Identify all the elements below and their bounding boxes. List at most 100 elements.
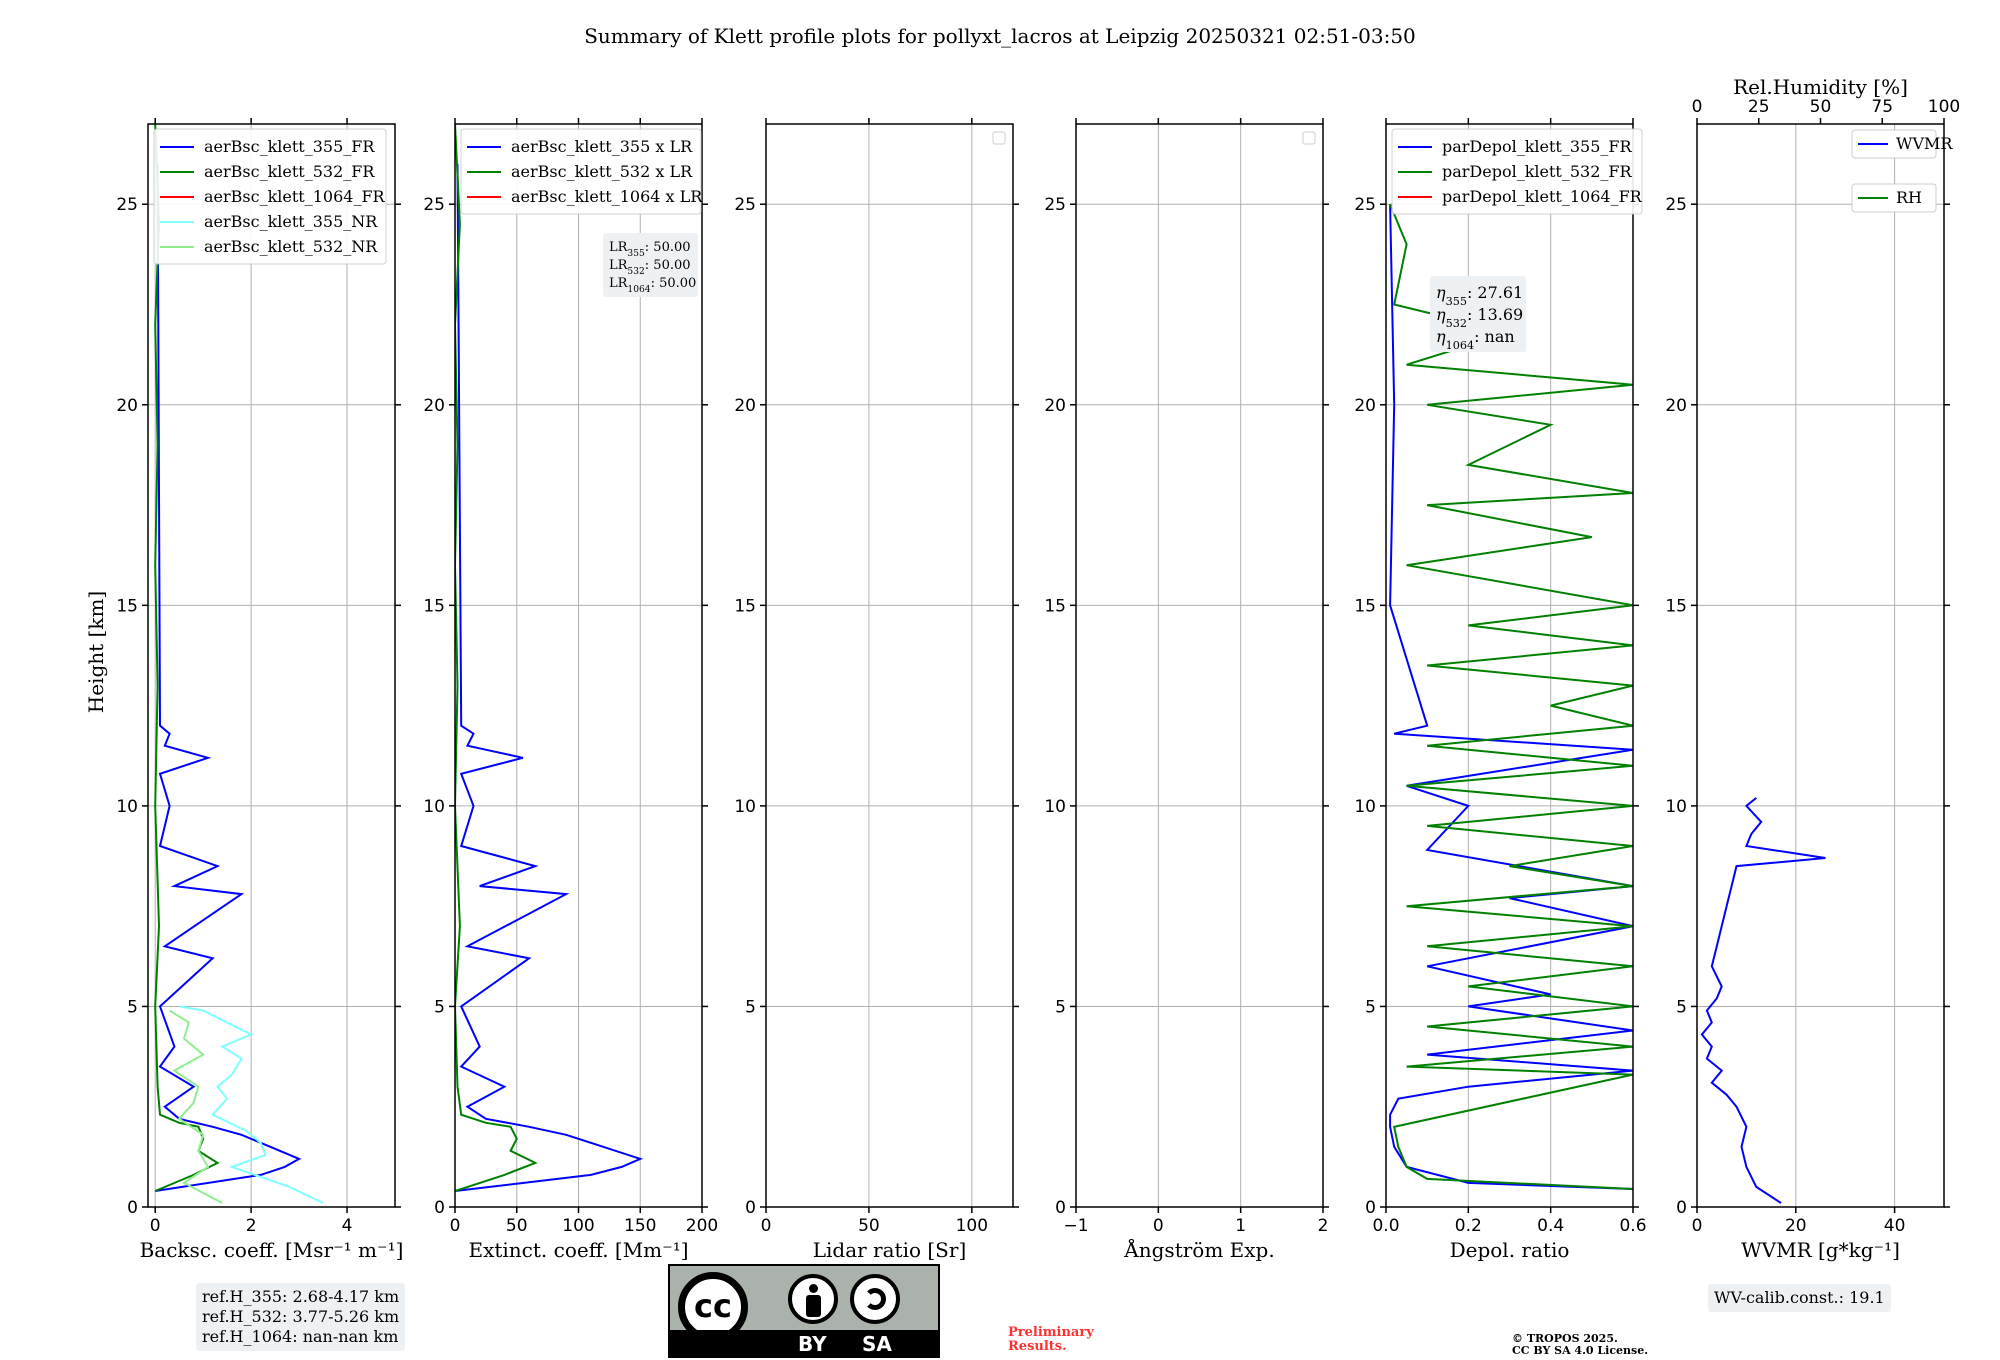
x-tick-label: 0 xyxy=(1692,1216,1703,1236)
annotation-base: η xyxy=(1436,305,1446,324)
wv-calibration-box: WV-calib.const.: 19.1 xyxy=(1708,1284,1891,1312)
x-axis-title: Backsc. coeff. [Msr⁻¹ m⁻¹] xyxy=(140,1238,404,1262)
by-person-icon xyxy=(788,1274,838,1324)
annotation-value: : 50.00 xyxy=(645,240,691,255)
plot-frame xyxy=(1696,123,1945,1208)
y-tick-label: 15 xyxy=(1665,596,1687,616)
preliminary-line-1: Preliminary xyxy=(1008,1325,1094,1340)
annotation-line: LR532: 50.00 xyxy=(609,258,691,277)
legend-box xyxy=(1851,183,1937,213)
annotation-line: η1064: nan xyxy=(1436,327,1515,352)
legend-entry: parDepol_klett_1064_FR xyxy=(1442,187,1643,206)
legend-entry: aerBsc_klett_355 x LR xyxy=(511,137,693,156)
annotation-base: η xyxy=(1436,283,1446,302)
y-tick-label: 0 xyxy=(1676,1198,1687,1218)
preliminary-results-note: Preliminary Results. xyxy=(1008,1326,1094,1354)
y-axis-label: Height [km] xyxy=(84,591,108,713)
top-axis-title: Rel.Humidity [%] xyxy=(1733,75,1908,99)
annotation-base: LR xyxy=(609,276,629,291)
annotation-subscript: 1064 xyxy=(1446,339,1474,352)
y-tick-label: 5 xyxy=(127,997,138,1017)
y-tick-label: 0 xyxy=(434,1198,445,1218)
annotation-line: η532: 13.69 xyxy=(1436,305,1523,330)
y-tick-label: 10 xyxy=(1354,797,1376,817)
sa-share-alike-icon xyxy=(850,1274,900,1324)
series-line-aerBsc_klett_355 x LR xyxy=(455,164,644,1192)
y-tick-label: 10 xyxy=(423,797,445,817)
annotation-line: LR355: 50.00 xyxy=(609,240,691,259)
x-tick-label: 0 xyxy=(1153,1216,1164,1236)
annotation-subscript: 1064 xyxy=(627,285,650,295)
x-axis-title: Depol. ratio xyxy=(1450,1238,1570,1262)
x-axis-title: Ångström Exp. xyxy=(1123,1237,1274,1262)
y-tick-label: 15 xyxy=(423,596,445,616)
series-line-WVMR xyxy=(1700,797,1826,1204)
y-tick-label: 15 xyxy=(116,596,138,616)
legend-entry: aerBsc_klett_1064 x LR xyxy=(511,187,703,206)
annotation-base: LR xyxy=(609,258,629,273)
panel-3: 0 50 100 0 5 10 15 20 25 Lidar ratio [Sr] xyxy=(734,118,1019,1262)
series-line-aerBsc_klett_355_FR xyxy=(155,164,302,1192)
series-line-aerBsc_klett_355_NR xyxy=(179,1005,324,1204)
legend-box xyxy=(1851,129,1937,159)
annotation-subscript: 532 xyxy=(1446,317,1467,330)
y-tick-label: 0 xyxy=(1365,1198,1376,1218)
top-tick-label: 100 xyxy=(1928,97,1960,117)
plot-frame xyxy=(147,123,396,1208)
x-tick-label: 0 xyxy=(450,1216,461,1236)
annotation-value: : 50.00 xyxy=(651,276,697,291)
annotation-line: LR1064: 50.00 xyxy=(609,276,696,295)
x-tick-label: 1 xyxy=(1235,1216,1246,1236)
y-tick-label: 25 xyxy=(116,195,138,215)
x-tick-label: 20 xyxy=(1785,1216,1807,1236)
y-tick-label: 10 xyxy=(734,797,756,817)
y-tick-label: 0 xyxy=(127,1198,138,1218)
cc-badge-bottom-bar xyxy=(670,1330,938,1356)
series-line-aerBsc_klett_532_FR xyxy=(154,124,220,1192)
y-tick-label: 0 xyxy=(745,1198,756,1218)
top-tick-label: 75 xyxy=(1871,97,1893,117)
y-tick-label: 5 xyxy=(434,997,445,1017)
x-axis-title: WVMR [g*kg⁻¹] xyxy=(1741,1238,1900,1262)
ref-h-355: ref.H_355: 2.68-4.17 km xyxy=(202,1287,400,1306)
x-tick-label: 0.4 xyxy=(1537,1216,1564,1236)
y-tick-label: 25 xyxy=(1044,195,1066,215)
empty-legend-box xyxy=(992,131,1006,145)
lidar-ratio-box xyxy=(603,233,698,297)
legend-entry: aerBsc_klett_532_NR xyxy=(204,237,378,256)
legend-entry: aerBsc_klett_1064_FR xyxy=(204,187,386,206)
wv-calib-constant: WV-calib.const.: 19.1 xyxy=(1714,1288,1885,1307)
legend-entry: aerBsc_klett_532 x LR xyxy=(511,162,693,181)
panel-2: 0 50 100 150 200 0 5 10 15 20 25 Extinct. coeff. [M… xyxy=(423,118,718,1262)
y-tick-label: 5 xyxy=(745,997,756,1017)
legend-box xyxy=(460,128,702,215)
legend-entry: parDepol_klett_355_FR xyxy=(1442,137,1633,156)
legend-entry: aerBsc_klett_355_NR xyxy=(204,212,378,231)
y-tick-label: 15 xyxy=(1354,596,1376,616)
series-line-parDepol_klett_532_FR xyxy=(1389,203,1633,1190)
x-tick-label: 40 xyxy=(1884,1216,1906,1236)
top-tick-label: 0 xyxy=(1692,97,1703,117)
x-tick-label: 150 xyxy=(624,1216,656,1236)
annotation-line: η355: 27.61 xyxy=(1436,283,1523,308)
legend-entry: aerBsc_klett_532_FR xyxy=(204,162,375,181)
x-tick-label: 2 xyxy=(1318,1216,1329,1236)
annotation-value: : 27.61 xyxy=(1467,283,1523,302)
ref-h-1064: ref.H_1064: nan-nan km xyxy=(202,1327,399,1346)
preliminary-line-2: Results. xyxy=(1008,1339,1067,1354)
series-line-RH xyxy=(1943,1085,1944,1088)
eta-box xyxy=(1430,276,1526,352)
cc-license-badge: cc BY SA xyxy=(668,1264,940,1358)
top-tick-label: 25 xyxy=(1748,97,1770,117)
legend-entry: aerBsc_klett_355_FR xyxy=(204,137,375,156)
x-tick-label: 50 xyxy=(506,1216,528,1236)
x-tick-label: 4 xyxy=(342,1216,353,1236)
y-tick-label: 10 xyxy=(1044,797,1066,817)
panel-1: 0 2 4 0 5 10 15 20 25 Backsc. coeff. [Msr⁻¹ m⁻¹] a… xyxy=(116,118,403,1262)
annotation-value: : 50.00 xyxy=(645,258,691,273)
x-tick-label: 100 xyxy=(956,1216,988,1236)
y-tick-label: 20 xyxy=(1665,396,1687,416)
